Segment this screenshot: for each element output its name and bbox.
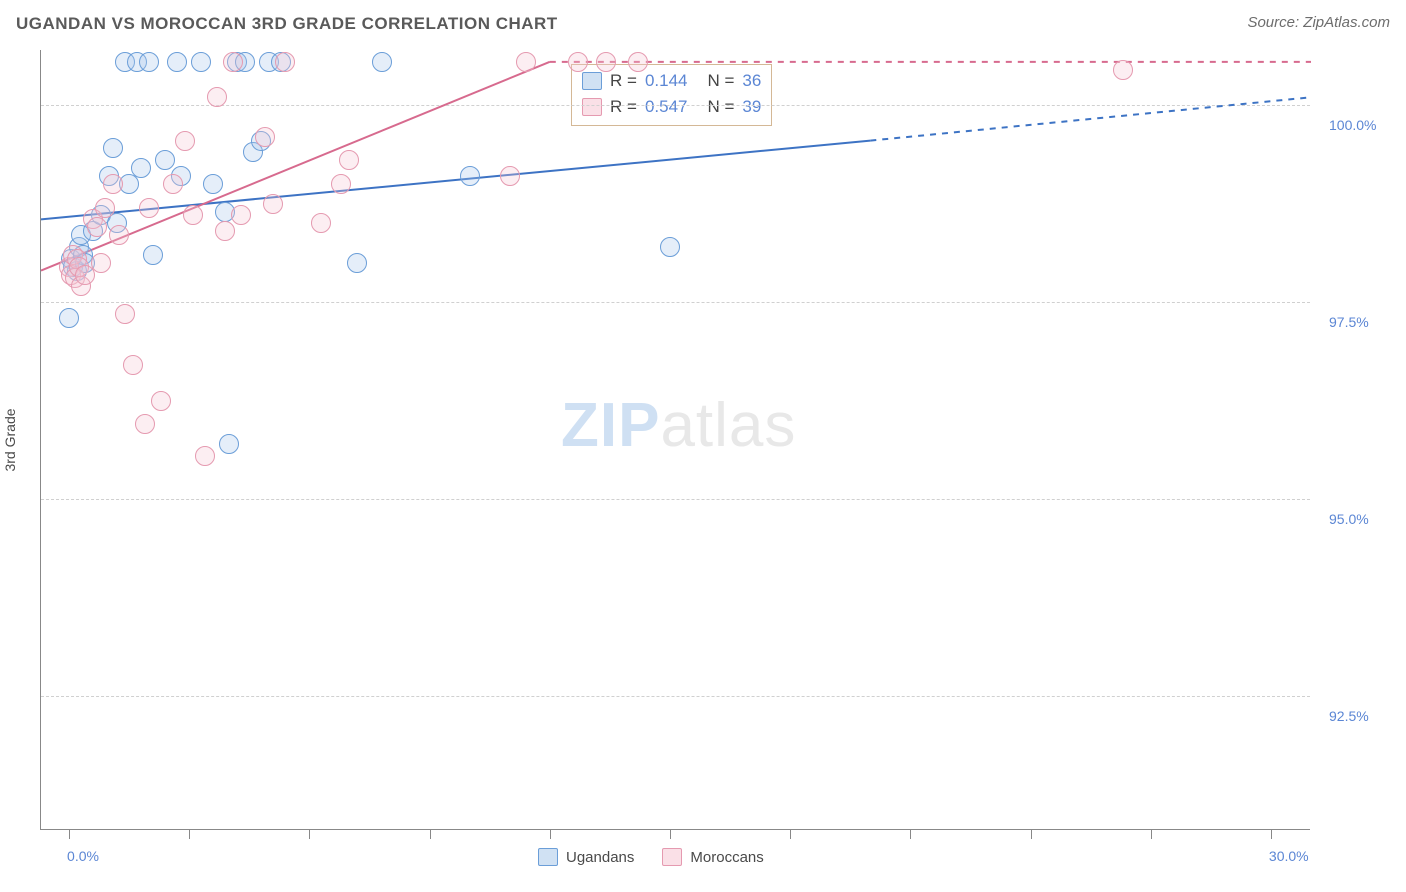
- data-point: [191, 52, 211, 72]
- gridline-h: [41, 499, 1310, 500]
- data-point: [131, 158, 151, 178]
- data-point: [143, 245, 163, 265]
- data-point: [660, 237, 680, 257]
- data-point: [339, 150, 359, 170]
- legend-series-name: Moroccans: [690, 849, 763, 866]
- legend-r-value: 0.547: [645, 97, 688, 117]
- watermark-bold: ZIP: [561, 391, 660, 460]
- correlation-legend: R = 0.144 N = 36 R = 0.547 N = 39: [571, 64, 772, 126]
- chart-container: 3rd Grade ZIPatlas R =0.144N =36R =0.547…: [40, 50, 1386, 830]
- data-point: [175, 131, 195, 151]
- data-point: [195, 446, 215, 466]
- data-point: [123, 355, 143, 375]
- x-tick: [790, 829, 791, 839]
- legend-item: Moroccans: [662, 848, 763, 866]
- data-point: [568, 52, 588, 72]
- x-tick: [309, 829, 310, 839]
- x-tick: [1271, 829, 1272, 839]
- chart-title: UGANDAN VS MOROCCAN 3RD GRADE CORRELATIO…: [16, 14, 558, 33]
- x-tick: [910, 829, 911, 839]
- data-point: [167, 52, 187, 72]
- data-point: [155, 150, 175, 170]
- data-point: [596, 52, 616, 72]
- y-axis-label: 3rd Grade: [2, 408, 18, 471]
- data-point: [207, 87, 227, 107]
- x-tick: [1151, 829, 1152, 839]
- data-point: [135, 414, 155, 434]
- data-point: [91, 253, 111, 273]
- legend-series-name: Ugandans: [566, 849, 634, 866]
- legend-row: R = 0.144 N = 36: [582, 68, 761, 94]
- data-point: [516, 52, 536, 72]
- data-point: [215, 221, 235, 241]
- data-point: [372, 52, 392, 72]
- data-point: [275, 52, 295, 72]
- series-legend: Ugandans Moroccans: [538, 848, 764, 866]
- y-tick-label: 97.5%: [1329, 314, 1369, 330]
- data-point: [87, 217, 107, 237]
- x-tick: [189, 829, 190, 839]
- legend-swatch: [538, 848, 558, 866]
- x-tick-label: 30.0%: [1269, 848, 1309, 864]
- x-tick-label: 0.0%: [67, 848, 99, 864]
- data-point: [103, 174, 123, 194]
- legend-row: R = 0.547 N = 39: [582, 94, 761, 120]
- data-point: [1113, 60, 1133, 80]
- data-point: [347, 253, 367, 273]
- watermark-light: atlas: [660, 391, 796, 460]
- data-point: [223, 52, 243, 72]
- data-point: [311, 213, 331, 233]
- gridline-h: [41, 302, 1310, 303]
- data-point: [231, 205, 251, 225]
- legend-r-value: 0.144: [645, 71, 688, 91]
- data-point: [139, 198, 159, 218]
- gridline-h: [41, 105, 1310, 106]
- y-tick-label: 95.0%: [1329, 511, 1369, 527]
- legend-n-label: N =: [707, 71, 734, 91]
- data-point: [255, 127, 275, 147]
- legend-swatch: [582, 98, 602, 116]
- x-tick: [1031, 829, 1032, 839]
- legend-n-value: 39: [742, 97, 761, 117]
- data-point: [59, 308, 79, 328]
- x-tick: [670, 829, 671, 839]
- source-attribution: Source: ZipAtlas.com: [1247, 14, 1390, 31]
- data-point: [109, 225, 129, 245]
- data-point: [183, 205, 203, 225]
- data-point: [500, 166, 520, 186]
- data-point: [331, 174, 351, 194]
- data-point: [95, 198, 115, 218]
- y-tick-label: 92.5%: [1329, 708, 1369, 724]
- data-point: [203, 174, 223, 194]
- legend-item: Ugandans: [538, 848, 634, 866]
- legend-n-label: N =: [707, 97, 734, 117]
- data-point: [115, 304, 135, 324]
- legend-r-label: R =: [610, 71, 637, 91]
- legend-r-label: R =: [610, 97, 637, 117]
- data-point: [151, 391, 171, 411]
- gridline-h: [41, 696, 1310, 697]
- x-tick: [550, 829, 551, 839]
- y-tick-label: 100.0%: [1329, 117, 1376, 133]
- legend-swatch: [662, 848, 682, 866]
- data-point: [139, 52, 159, 72]
- data-point: [163, 174, 183, 194]
- data-point: [103, 138, 123, 158]
- plot-area: ZIPatlas R =0.144N =36R =0.547N =39 92.5…: [40, 50, 1310, 830]
- legend-n-value: 36: [742, 71, 761, 91]
- watermark: ZIPatlas: [561, 390, 796, 461]
- data-point: [460, 166, 480, 186]
- data-point: [628, 52, 648, 72]
- data-point: [263, 194, 283, 214]
- data-point: [219, 434, 239, 454]
- x-tick: [430, 829, 431, 839]
- legend-swatch: [582, 72, 602, 90]
- x-tick: [69, 829, 70, 839]
